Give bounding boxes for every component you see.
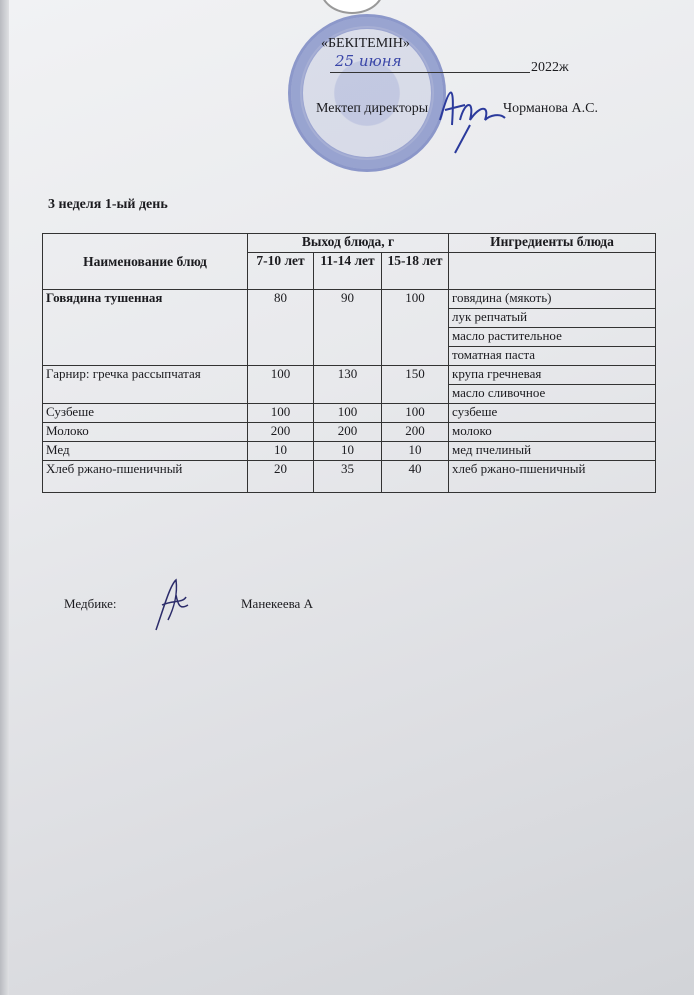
ingredient: мед пчелиный: [448, 441, 656, 461]
date-line: [330, 72, 530, 73]
table-row: Мед 10 10 10 мед пчелиный: [42, 441, 656, 461]
table-row: Сузбеше 100 100 100 сузбеше: [42, 403, 656, 423]
approved-label: «БЕКІТЕМІН»: [321, 36, 410, 51]
ingredient: масло сливочное: [448, 384, 656, 404]
medic-name: Манекеева А: [241, 596, 313, 611]
dish-name: Хлеб ржано-пшеничный: [42, 460, 248, 493]
yield-7-10: 20: [247, 460, 314, 493]
yield-7-10: 80: [247, 289, 314, 366]
menu-table: Наименование блюд Выход блюда, г Ингреди…: [42, 233, 656, 493]
table-row: томатная паста: [43, 346, 656, 366]
dish-name: Сузбеше: [42, 403, 248, 423]
dish-name: Говядина тушенная: [42, 289, 248, 366]
header-yield: Выход блюда, г: [247, 233, 449, 253]
ingredient: говядина (мякоть): [448, 289, 656, 309]
yield-11-14: 35: [313, 460, 382, 493]
header-age-11-14: 11-14 лет: [313, 252, 382, 290]
header-dish: Наименование блюд: [42, 233, 248, 290]
header-age-7-10: 7-10 лет: [247, 252, 314, 290]
ingredient: лук репчатый: [448, 308, 656, 328]
medic-label: Медбике:: [64, 596, 117, 611]
yield-11-14: 10: [313, 441, 382, 461]
yield-11-14: 200: [313, 422, 382, 442]
medic-signature: [155, 578, 189, 631]
yield-15-18: 40: [381, 460, 449, 493]
yield-15-18: 100: [381, 289, 449, 366]
yield-11-14: 130: [313, 365, 382, 404]
table-row: Хлеб ржано-пшеничный 20 35 40 хлеб ржано-пше…: [42, 460, 656, 493]
ingredient: хлеб ржано-пшеничный: [448, 460, 656, 493]
year: 2022ж: [531, 60, 569, 75]
dish-name: Молоко: [42, 422, 248, 442]
ingredient: крупа гречневая: [448, 365, 656, 385]
director-name: Чорманова А.С.: [503, 101, 598, 116]
handwritten-date: 25 июня: [335, 52, 402, 70]
director-position: Мектеп директоры: [316, 101, 429, 116]
dish-name: Гарнир: гречка рассыпчатая: [42, 365, 248, 404]
yield-11-14: 90: [313, 289, 382, 366]
table-row: Гарнир: гречка рассыпчатая 100 130 150 крупа…: [42, 365, 656, 404]
director-signature: [439, 91, 506, 154]
yield-15-18: 200: [381, 422, 449, 442]
yield-7-10: 10: [247, 441, 314, 461]
header-age-15-18: 15-18 лет: [381, 252, 449, 290]
ingredient: томатная паста: [448, 346, 656, 366]
header-ingredients: Ингредиенты блюда: [448, 233, 656, 253]
yield-7-10: 100: [247, 365, 314, 404]
yield-15-18: 10: [381, 441, 449, 461]
header-ingredients-blank: [448, 252, 656, 290]
page-heading: 3 неделя 1-ый день: [48, 197, 168, 212]
yield-7-10: 100: [247, 403, 314, 423]
yield-15-18: 150: [381, 365, 449, 404]
yield-7-10: 200: [247, 422, 314, 442]
page-edge: [0, 0, 9, 995]
table-row: Молоко 200 200 200 молоко: [42, 422, 656, 442]
yield-15-18: 100: [381, 403, 449, 423]
yield-11-14: 100: [313, 403, 382, 423]
ingredient: молоко: [448, 422, 656, 442]
ingredient: масло растительное: [448, 327, 656, 347]
table-row: масло сливочное: [43, 384, 656, 404]
ingredient: сузбеше: [448, 403, 656, 423]
official-stamp: [288, 14, 446, 172]
paper-clip-shadow: [320, 0, 384, 14]
dish-name: Мед: [42, 441, 248, 461]
table-row: Говядина тушенная 80 90 100 говядина (мякоть…: [42, 289, 656, 366]
